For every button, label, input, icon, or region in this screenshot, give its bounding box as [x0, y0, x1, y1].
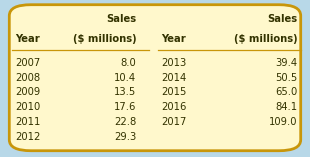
Text: 2010: 2010	[16, 102, 41, 112]
Text: 2011: 2011	[16, 117, 41, 127]
Text: Sales: Sales	[106, 14, 136, 24]
Text: 8.0: 8.0	[121, 58, 136, 68]
Text: ($ millions): ($ millions)	[73, 34, 136, 44]
Text: 17.6: 17.6	[114, 102, 136, 112]
Text: Sales: Sales	[268, 14, 298, 24]
Text: 2007: 2007	[16, 58, 41, 68]
Text: 84.1: 84.1	[276, 102, 298, 112]
Text: 13.5: 13.5	[114, 87, 136, 97]
Text: 2013: 2013	[161, 58, 186, 68]
Text: Year: Year	[161, 34, 186, 44]
Text: 39.4: 39.4	[276, 58, 298, 68]
Text: 2009: 2009	[16, 87, 41, 97]
Text: 2012: 2012	[16, 132, 41, 142]
Text: ($ millions): ($ millions)	[234, 34, 298, 44]
Text: 2016: 2016	[161, 102, 187, 112]
Text: 2008: 2008	[16, 73, 41, 83]
Text: 50.5: 50.5	[275, 73, 298, 83]
Text: 10.4: 10.4	[114, 73, 136, 83]
Text: Year: Year	[16, 34, 40, 44]
Text: 22.8: 22.8	[114, 117, 136, 127]
Text: 2014: 2014	[161, 73, 186, 83]
Text: 2015: 2015	[161, 87, 187, 97]
Text: 65.0: 65.0	[275, 87, 298, 97]
Text: 109.0: 109.0	[269, 117, 298, 127]
Text: 2017: 2017	[161, 117, 187, 127]
Text: 29.3: 29.3	[114, 132, 136, 142]
